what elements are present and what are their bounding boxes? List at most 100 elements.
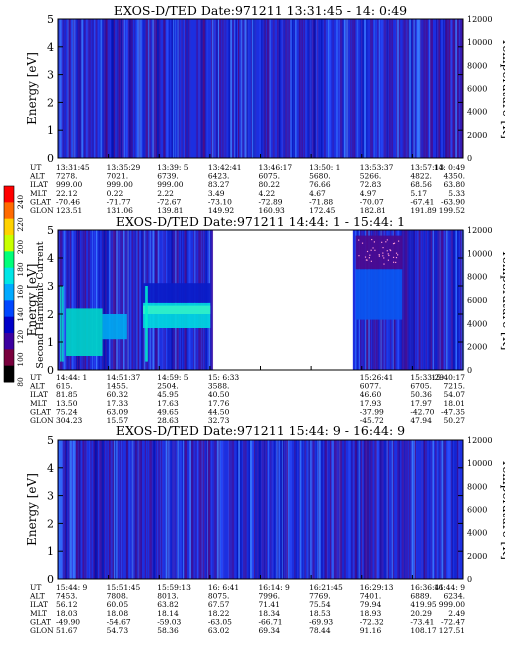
data-streak: [116, 230, 118, 370]
data-streak: [406, 230, 408, 370]
data-streak: [326, 19, 328, 158]
data-streak: [222, 440, 225, 579]
data-streak: [199, 19, 202, 158]
data-streak: [386, 19, 388, 158]
table-cell: 13.50: [56, 399, 78, 408]
table-cell: -63.90: [441, 197, 465, 206]
data-streak: [133, 230, 136, 370]
data-streak: [150, 440, 153, 579]
data-streak: [189, 19, 191, 158]
data-streak: [411, 19, 413, 158]
data-streak: [152, 19, 154, 158]
data-streak: [123, 19, 126, 158]
data-streak: [398, 19, 401, 158]
data-streak: [454, 440, 456, 579]
data-streak: [85, 440, 87, 579]
data-streak: [364, 19, 366, 158]
data-streak: [299, 440, 302, 579]
data-streak: [307, 19, 310, 158]
data-streak: [84, 230, 86, 370]
data-streak: [330, 440, 332, 579]
data-streak: [203, 440, 205, 579]
y2-tick-label: 6000: [467, 296, 487, 305]
table-cell: 49.65: [157, 407, 179, 416]
data-streak: [205, 440, 209, 579]
data-streak: [103, 440, 106, 579]
table-cell: 18.14: [157, 609, 179, 618]
y-tick-label: 3: [47, 69, 54, 82]
data-streak: [165, 440, 168, 579]
table-cell: 4.22: [259, 189, 276, 198]
data-streak: [374, 440, 377, 579]
data-streak: [311, 19, 315, 158]
data-streak: [263, 19, 265, 158]
data-streak: [207, 440, 208, 579]
data-streak: [325, 440, 327, 579]
table-cell: -47.35: [441, 407, 465, 416]
data-streak: [437, 19, 438, 158]
data-streak: [388, 19, 391, 158]
table-cell: 69.34: [259, 626, 281, 635]
data-streak: [101, 230, 104, 370]
data-streak: [154, 440, 156, 579]
table-cell: 131.06: [107, 206, 133, 215]
data-streak: [156, 19, 159, 158]
table-cell: 999.00: [439, 600, 465, 609]
y2-tick-label: 8000: [467, 273, 487, 282]
data-streak: [70, 440, 72, 579]
table-cell: 17.93: [360, 399, 382, 408]
data-streak: [264, 19, 267, 158]
y-tick-label: 0: [47, 573, 54, 586]
data-streak: [98, 230, 101, 370]
data-streak: [88, 230, 91, 370]
data-streak: [413, 440, 415, 579]
y2-tick-label: 4000: [467, 319, 487, 328]
data-streak: [58, 19, 61, 158]
data-streak: [304, 19, 306, 158]
data-streak: [215, 19, 218, 158]
data-streak: [236, 19, 239, 158]
table-row-label: UT: [30, 163, 41, 172]
data-streak: [418, 19, 421, 158]
data-streak: [346, 19, 349, 158]
data-streak: [78, 19, 81, 158]
data-streak: [406, 19, 409, 158]
table-cell: 28.63: [157, 416, 179, 425]
table-cell: 32.73: [208, 416, 230, 425]
data-streak: [173, 19, 175, 158]
data-speckle: [395, 252, 398, 254]
data-speckle: [368, 257, 371, 259]
data-streak: [423, 440, 426, 579]
data-streak: [77, 19, 79, 158]
data-streak: [310, 19, 312, 158]
table-cell: 182.81: [360, 206, 386, 215]
data-streak: [456, 19, 459, 158]
data-streak: [370, 440, 372, 579]
data-streak: [383, 440, 387, 579]
data-speckle: [366, 259, 368, 261]
data-streak: [178, 19, 180, 158]
data-streak: [100, 19, 103, 158]
data-streak: [430, 440, 433, 579]
table-cell: -37.99: [360, 407, 384, 416]
data-speckle: [374, 249, 376, 251]
data-streak: [227, 440, 230, 579]
data-streak: [339, 440, 342, 579]
data-streak: [243, 440, 245, 579]
data-streak: [83, 230, 85, 370]
data-streak: [140, 19, 142, 158]
data-streak: [328, 440, 330, 579]
data-streak: [218, 19, 221, 158]
table-cell: 3588.: [208, 382, 229, 391]
y-tick-label: 3: [47, 280, 54, 293]
table-cell: 5.33: [448, 189, 465, 198]
data-streak: [272, 19, 275, 158]
table-cell: 6739.: [157, 172, 178, 181]
data-streak: [58, 230, 60, 370]
data-streak: [136, 230, 138, 370]
data-streak: [295, 19, 297, 158]
data-streak: [207, 440, 210, 579]
data-streak: [402, 19, 405, 158]
data-streak: [416, 230, 417, 370]
data-streak: [163, 19, 166, 158]
